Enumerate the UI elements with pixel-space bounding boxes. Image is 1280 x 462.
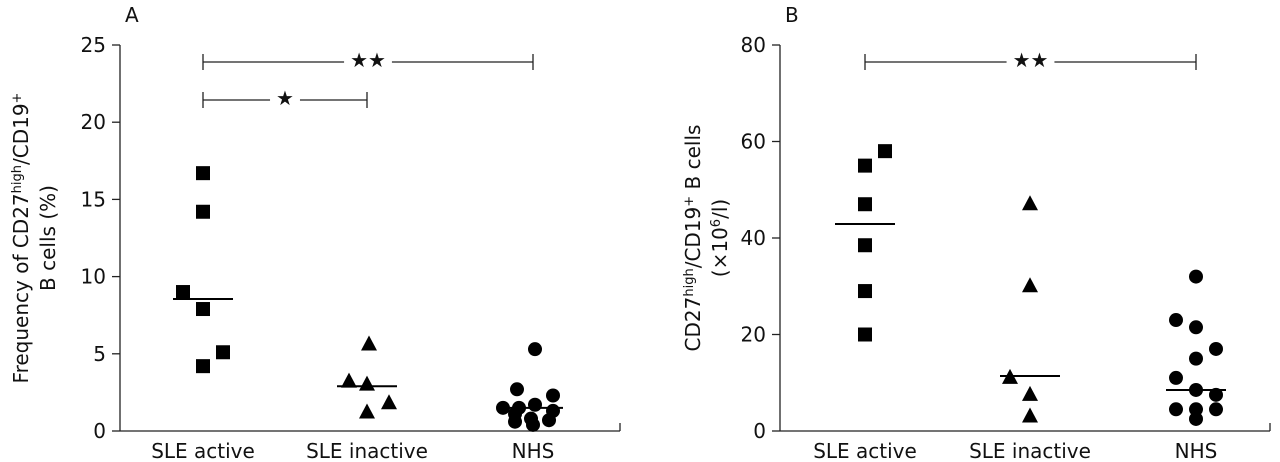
- circle-marker: [1189, 351, 1203, 366]
- circle-marker: [1169, 402, 1183, 417]
- x-tick-label: SLE active: [151, 439, 255, 462]
- square-marker: [878, 144, 892, 159]
- y-axis-label-part: Frequency of CD27: [9, 193, 33, 383]
- circle-marker: [528, 397, 542, 412]
- y-axis-label: Frequency of CD27high/CD19+: [9, 93, 33, 384]
- x-tick-label: NHS: [1175, 439, 1218, 462]
- significance-label: ★★: [350, 48, 386, 72]
- y-axis-label-part: CD27: [681, 297, 705, 352]
- bracket-label-bg: [270, 92, 300, 108]
- y-axis-label-part: /l): [708, 199, 732, 219]
- panel-label: A: [125, 3, 139, 27]
- triangle-marker: [1022, 277, 1038, 293]
- circle-marker: [1189, 411, 1203, 426]
- x-tick-label: SLE inactive: [969, 439, 1091, 462]
- square-marker: [196, 302, 210, 317]
- circle-marker: [1189, 402, 1203, 417]
- circle-marker: [1169, 370, 1183, 385]
- square-marker: [858, 284, 872, 299]
- triangle-marker: [359, 375, 375, 391]
- y-tick-label: 20: [81, 110, 106, 134]
- x-tick-label: SLE inactive: [306, 439, 428, 462]
- y-axis-label-part: +: [682, 196, 697, 207]
- triangle-marker: [361, 335, 377, 351]
- square-marker: [176, 285, 190, 300]
- y-tick-label: 5: [93, 342, 106, 366]
- y-axis-label: (×106/l): [708, 199, 732, 277]
- circle-marker: [1209, 402, 1223, 417]
- circle-marker: [1209, 341, 1223, 356]
- y-tick-label: 40: [741, 226, 766, 250]
- y-axis-label: B cells (%): [36, 185, 60, 291]
- significance-label: ★★: [1013, 48, 1049, 72]
- panel-label: B: [785, 3, 799, 27]
- circle-marker: [528, 342, 542, 357]
- triangle-marker: [359, 403, 375, 419]
- y-tick-label: 0: [753, 419, 766, 443]
- y-axis-label: CD27high/CD19+ B cells: [681, 125, 705, 352]
- square-marker: [858, 158, 872, 173]
- circle-marker: [1209, 387, 1223, 402]
- circle-marker: [508, 414, 522, 429]
- triangle-marker: [1022, 385, 1038, 401]
- circle-marker: [546, 388, 560, 403]
- square-marker: [858, 197, 872, 212]
- triangle-marker: [1022, 195, 1038, 211]
- y-axis-label-part: high: [682, 268, 697, 296]
- square-marker: [216, 345, 230, 360]
- y-tick-label: 0: [93, 419, 106, 443]
- y-axis-label-part: +: [10, 93, 25, 104]
- triangle-marker: [381, 394, 397, 410]
- circle-marker: [542, 413, 556, 428]
- circle-marker: [1189, 320, 1203, 335]
- square-marker: [196, 359, 210, 374]
- x-tick-label: SLE active: [813, 439, 917, 462]
- x-tick-label: NHS: [512, 439, 555, 462]
- bracket-label-bg: [344, 54, 392, 70]
- significance-label: ★: [276, 86, 294, 110]
- y-tick-label: 60: [741, 130, 766, 154]
- y-axis-label-part: (×10: [708, 227, 732, 277]
- y-axis-label-part: high: [10, 165, 25, 193]
- y-tick-label: 20: [741, 323, 766, 347]
- circle-marker: [526, 417, 540, 432]
- square-marker: [196, 204, 210, 219]
- y-axis-label-part: B cells (%): [36, 185, 60, 291]
- y-axis-label-part: /CD19: [9, 103, 33, 165]
- triangle-marker: [1022, 407, 1038, 423]
- y-axis-label-part: 6: [709, 219, 724, 227]
- y-tick-label: 10: [81, 265, 106, 289]
- bracket-label-bg: [1006, 54, 1055, 70]
- y-tick-label: 15: [81, 187, 106, 211]
- y-axis-label-part: B cells: [681, 125, 705, 196]
- circle-marker: [1169, 313, 1183, 328]
- y-axis-label-part: /CD19: [681, 207, 705, 269]
- y-tick-label: 25: [81, 33, 106, 57]
- square-marker: [858, 238, 872, 253]
- circle-marker: [510, 382, 524, 397]
- circle-marker: [1189, 269, 1203, 284]
- square-marker: [858, 327, 872, 342]
- square-marker: [196, 166, 210, 181]
- triangle-marker: [341, 372, 357, 388]
- y-tick-label: 80: [741, 33, 766, 57]
